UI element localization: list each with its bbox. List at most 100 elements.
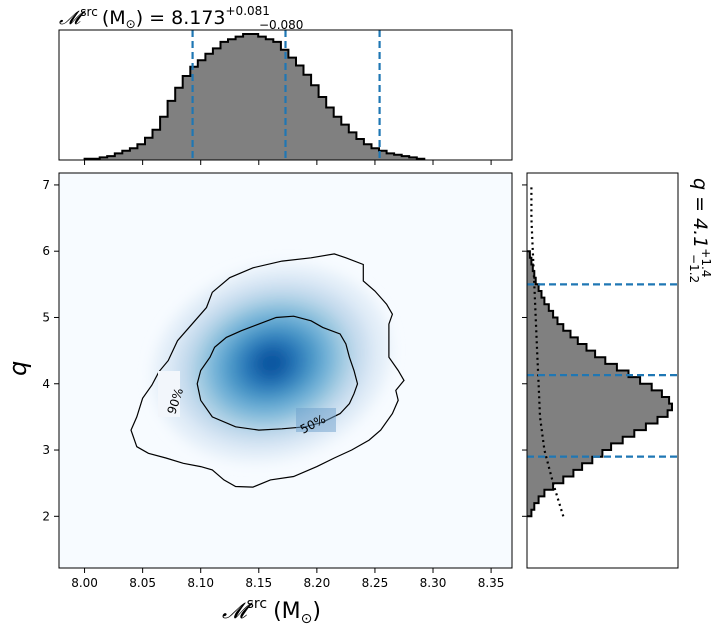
top-axes-frame — [58, 29, 513, 161]
top-hist-bar — [394, 154, 403, 160]
right-hist-bar — [527, 251, 530, 259]
top-hist-bar — [107, 156, 116, 160]
x-axis-label: 𝓜src (M⊙) — [222, 596, 321, 627]
top-title-minus: −0.080 — [259, 18, 303, 32]
right-hist-bar — [527, 443, 612, 451]
credible-contours — [130, 253, 405, 488]
top-title: 𝓜src (M⊙) = 8.173+0.081 — [59, 4, 270, 31]
top-hist-bar — [122, 150, 131, 160]
top-hist-bar — [348, 132, 357, 160]
top-hist-bar — [205, 53, 214, 160]
x-ticks: 8.00 8.05 8.10 8.15 8.20 8.25 8.30 8.35 — [71, 568, 504, 590]
top-hist-bar — [258, 36, 267, 160]
top-hist-bar — [363, 144, 372, 160]
right-quantile-lines — [527, 283, 678, 458]
right-hist-bar — [527, 343, 587, 352]
right-hist-bar — [527, 363, 617, 371]
right-hist-bar — [527, 503, 535, 511]
x-tick-label: 8.20 — [304, 576, 331, 590]
right-hist-bar — [527, 456, 593, 464]
x-tick-label: 8.10 — [187, 576, 214, 590]
x-tick-label: 8.30 — [420, 576, 447, 590]
right-axes-frame — [526, 172, 679, 569]
right-hist-bar — [527, 257, 532, 265]
right-hist-bar — [527, 304, 549, 312]
y-ticks: 2 3 4 5 6 7 — [42, 178, 59, 523]
right-hist-bar — [527, 370, 629, 378]
top-hist-bar — [212, 48, 221, 160]
top-hist-bar — [152, 129, 161, 160]
joint-panel: 8.00 8.05 8.10 8.15 8.20 8.25 8.30 8.35 234567 … — [42, 172, 513, 590]
right-hist-bar — [527, 310, 554, 318]
top-ticks — [84, 160, 492, 165]
top-hist-bar — [144, 137, 153, 160]
top-hist-bar — [401, 156, 410, 160]
top-hist-bar — [250, 34, 259, 160]
right-marginal-panel — [522, 172, 679, 569]
top-histogram-outline — [83, 33, 426, 160]
right-hist-bar — [527, 337, 578, 345]
top-hist-bar — [160, 116, 169, 160]
top-hist-bar — [220, 41, 229, 160]
right-hist-bar — [527, 410, 668, 418]
y-tick-label: 3 — [42, 443, 50, 457]
top-hist-bar — [356, 139, 365, 160]
top-hist-bar — [167, 100, 176, 160]
x-tick-label: 8.25 — [362, 576, 389, 590]
top-hist-bar — [273, 41, 282, 160]
top-hist-bar — [137, 144, 146, 160]
contour-50 — [196, 315, 359, 431]
right-hist-bar — [527, 489, 545, 497]
right-hist-bar — [527, 450, 603, 458]
top-hist-bar — [311, 85, 320, 160]
right-hist-bar — [527, 284, 539, 292]
y-axis-label: q — [4, 361, 32, 376]
x-tick-label: 8.05 — [129, 576, 156, 590]
density-level-6 — [253, 346, 290, 380]
x-tick-label: 8.00 — [71, 576, 98, 590]
top-hist-bar — [182, 76, 191, 160]
top-hist-bar — [371, 148, 380, 160]
top-hist-bar — [265, 39, 274, 160]
right-hist-bar — [527, 350, 596, 358]
right-hist-bar — [527, 463, 583, 471]
right-hist-bar — [527, 423, 646, 431]
top-hist-bar — [303, 74, 312, 160]
x-tick-label: 8.15 — [245, 576, 272, 590]
top-hist-bar — [288, 57, 297, 160]
y-tick-label: 7 — [42, 178, 50, 192]
right-histogram-outline — [527, 250, 673, 518]
svg-text:q = 4.1+1.4: q = 4.1+1.4 — [689, 178, 713, 277]
top-hist-bar — [197, 60, 206, 160]
top-marginal-panel — [58, 29, 513, 165]
x-tick-label: 8.35 — [478, 576, 505, 590]
y-tick-label: 2 — [42, 509, 50, 523]
right-hist-bar — [527, 383, 652, 391]
top-hist-bar — [114, 153, 123, 160]
right-hist-bar — [527, 403, 672, 411]
top-hist-bar — [243, 34, 252, 160]
right-hist-bar — [527, 476, 564, 484]
top-hist-bar — [175, 87, 184, 160]
y-tick-label: 4 — [42, 377, 50, 391]
right-hist-bar — [527, 496, 539, 504]
top-hist-bar — [409, 157, 418, 160]
top-hist-bar — [190, 66, 199, 160]
right-hist-bar — [527, 377, 641, 385]
y-tick-label: 6 — [42, 244, 50, 258]
right-hist-bar — [527, 330, 571, 338]
y-tick-label: 5 — [42, 310, 50, 324]
right-hist-bar — [527, 264, 533, 272]
right-hist-bar — [527, 509, 532, 517]
top-hist-bar — [318, 97, 327, 160]
right-hist-bar — [527, 324, 564, 332]
right-hist-bar — [527, 290, 542, 298]
top-hist-bar — [379, 150, 387, 160]
right-hist-bar — [527, 277, 536, 285]
right-hist-bar — [527, 297, 545, 305]
top-hist-bar — [99, 157, 108, 160]
right-hist-bar — [527, 436, 623, 444]
right-hist-bar — [527, 357, 606, 365]
svg-text:−1.2: −1.2 — [687, 254, 701, 283]
